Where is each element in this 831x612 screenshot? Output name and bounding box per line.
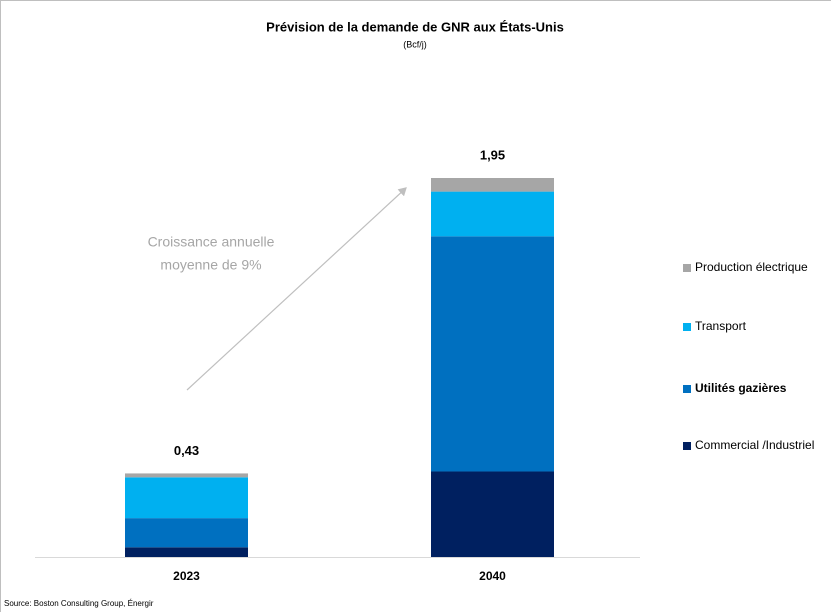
legend-swatch [683,385,691,393]
legend-swatch [683,264,691,272]
bar-segment [431,191,554,237]
total-label: 0,43 [174,443,199,458]
legend-label: Transport [695,319,747,333]
legend-label: Commercial /Industriel [695,438,814,452]
bar-segment [431,178,554,192]
legend-swatch [683,323,691,331]
source: Source: Boston Consulting Group, Énergir [4,599,154,608]
chart-title: Prévision de la demande de GNR aux États… [266,19,564,34]
legend-label: Production électrique [695,260,808,274]
bar-segment [125,547,248,557]
bar-segment [125,518,248,548]
legend-label: Utilités gazières [695,381,787,395]
x-tick-label: 2023 [173,569,200,583]
bar-segment [125,473,248,478]
bar-segment [431,471,554,557]
total-label: 1,95 [480,147,505,162]
growth-arrow [186,187,407,391]
legend-swatch [683,442,691,450]
annotation: Croissance annuelle [148,234,275,250]
x-tick-label: 2040 [479,569,506,583]
bar-segment [125,477,248,519]
chart-subtitle: (Bcf/j) [403,39,427,49]
bar-segment [431,236,554,472]
annotation: moyenne de 9% [160,257,261,273]
